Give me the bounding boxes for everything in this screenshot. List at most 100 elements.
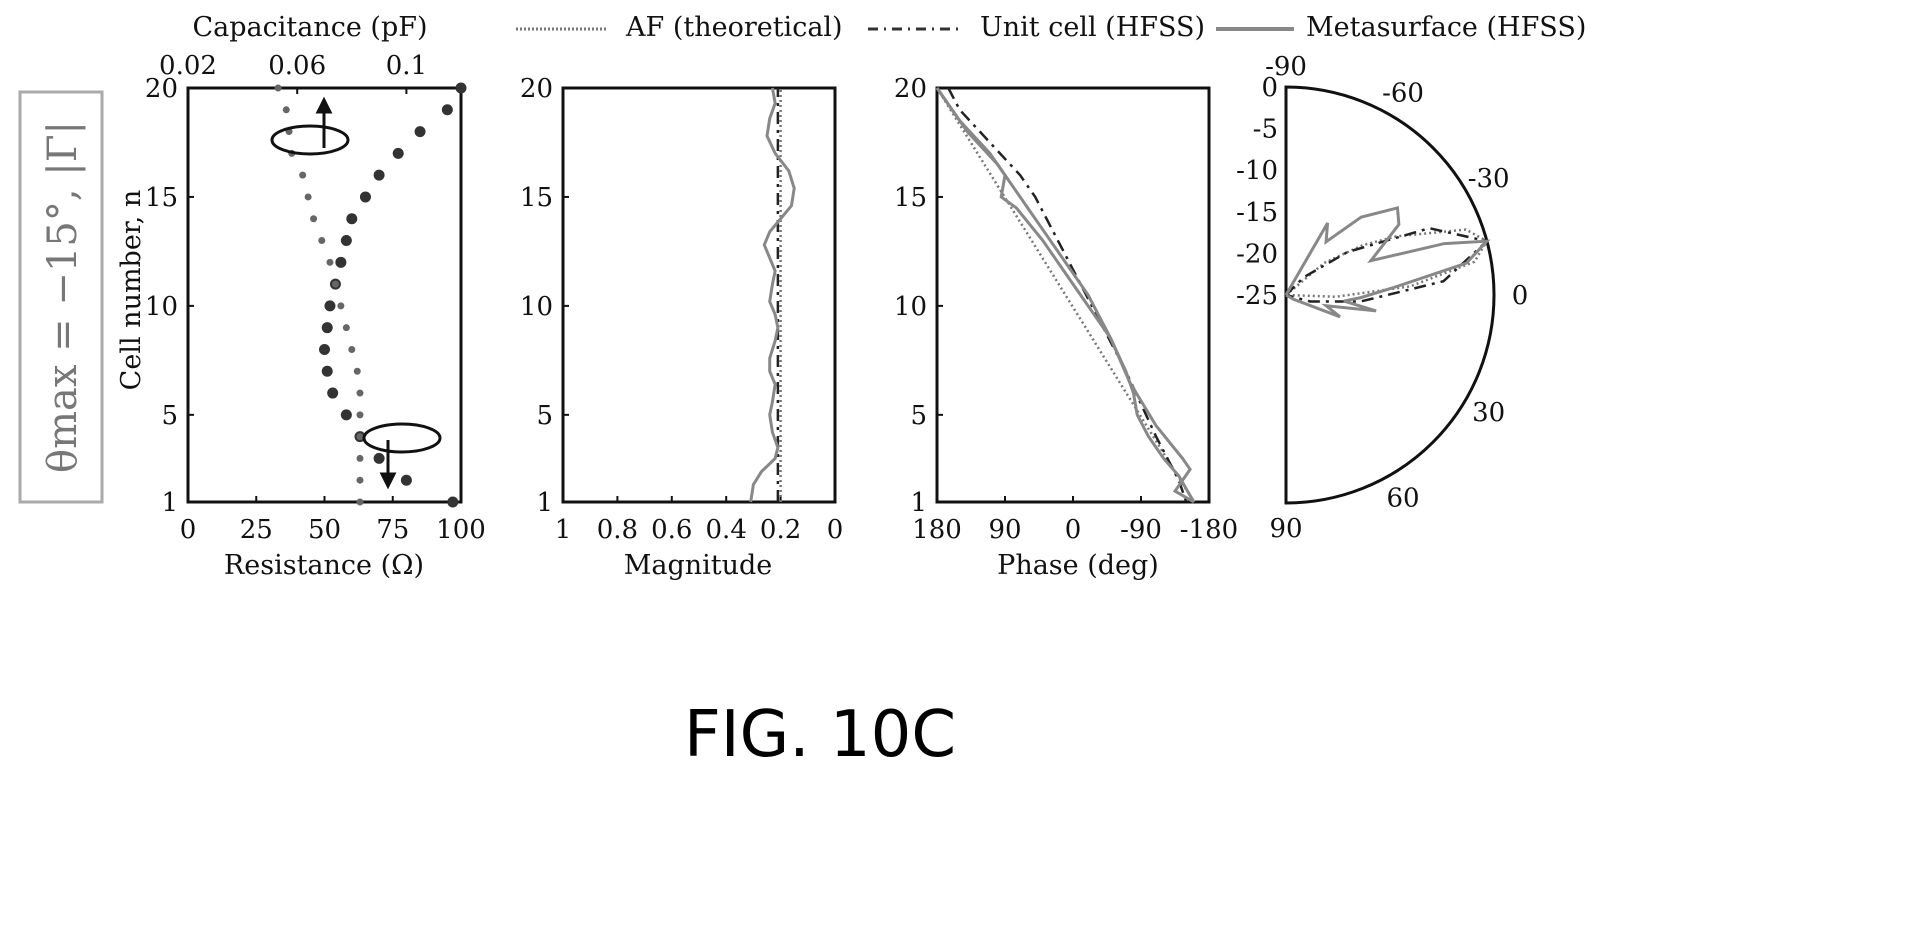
- figure-caption: FIG. 10C: [684, 698, 956, 772]
- y-tick-label: 15: [894, 183, 927, 213]
- resistance-point: [348, 345, 356, 353]
- series-line-solid: [1284, 206, 1491, 319]
- capacitance-point: [359, 191, 371, 203]
- legend-label-meta: Metasurface (HFSS): [1306, 12, 1586, 43]
- y-tick-label: 15: [520, 183, 553, 213]
- curve-arrow-resistance: [362, 422, 442, 490]
- y-tick-label: 5: [910, 401, 927, 431]
- capacitance-point: [346, 213, 358, 225]
- radial-tick-label: -15: [1236, 198, 1278, 228]
- series-line-dashdot: [947, 87, 1188, 503]
- x-axis-label: Magnitude: [624, 550, 773, 581]
- x2-tick-label: 0.1: [386, 51, 427, 81]
- chart-radiation-pattern: -90 -60 -30 0 30 60 90 0 -5 -10 -15 -20 -25: [1236, 52, 1528, 544]
- angle-tick-label: 0: [1512, 281, 1529, 311]
- capacitance-point: [373, 169, 385, 181]
- y-tick-label: 5: [536, 401, 553, 431]
- y-axis-label: Cell number, n: [116, 190, 147, 391]
- angle-tick-label: 60: [1386, 484, 1419, 514]
- series-line-dotted: [935, 87, 1195, 503]
- x-tick-label: 90: [988, 515, 1021, 545]
- x-tick-label: 0.8: [597, 515, 638, 545]
- x-tick-label: 0.2: [760, 515, 801, 545]
- x-tick-label: -90: [1120, 515, 1162, 545]
- capacitance-point: [373, 452, 385, 464]
- radial-tick-label: -20: [1236, 239, 1278, 269]
- capacitance-point: [340, 409, 352, 421]
- resistance-point: [282, 106, 290, 114]
- x-tick-label: 25: [240, 515, 273, 545]
- resistance-point: [299, 171, 307, 179]
- legend-label-unit: Unit cell (HFSS): [980, 12, 1205, 43]
- side-label: θmax = −15°, |Γ|: [40, 121, 86, 473]
- radial-tick-label: -10: [1236, 156, 1278, 186]
- capacitance-point: [441, 104, 453, 116]
- capacitance-point: [335, 256, 347, 268]
- resistance-point: [326, 258, 334, 266]
- legend: AF (theoretical) Unit cell (HFSS) Metasu…: [516, 12, 1586, 43]
- series-line-solid: [935, 87, 1195, 504]
- resistance-point: [318, 237, 326, 245]
- x-tick-label: 0.4: [706, 515, 747, 545]
- resistance-point: [304, 193, 312, 201]
- plot-frame: [561, 86, 837, 504]
- resistance-point: [274, 84, 282, 92]
- y-tick-label: 10: [894, 292, 927, 322]
- resistance-point: [353, 367, 361, 375]
- resistance-point: [356, 411, 364, 419]
- x-tick-label: 1: [555, 515, 572, 545]
- y-tick-label: 5: [161, 401, 178, 431]
- chart-resistance-capacitance: Capacitance (pF) Resistance (Ω) Cell num…: [116, 12, 486, 581]
- x-tick-label: 0.6: [651, 515, 692, 545]
- x2-tick-label: 0.02: [159, 51, 217, 81]
- resistance-point: [331, 280, 339, 288]
- angle-tick-label: 30: [1472, 398, 1505, 428]
- capacitance-point: [319, 343, 330, 355]
- x2-axis-label: Capacitance (pF): [193, 12, 428, 43]
- y-tick-label: 1: [536, 488, 553, 518]
- capacitance-point: [340, 235, 352, 247]
- capacitance-point: [321, 365, 333, 377]
- angle-tick-label: 90: [1269, 514, 1302, 544]
- x-tick-label: 100: [436, 515, 486, 545]
- capacitance-point: [455, 82, 467, 94]
- resistance-point: [342, 324, 350, 332]
- plot-frame: [186, 86, 463, 504]
- y-tick-label: 15: [145, 183, 178, 213]
- capacitance-point: [327, 387, 339, 399]
- x-tick-label: 0: [827, 515, 844, 545]
- series-line-solid: [749, 87, 796, 503]
- series-line-dotted: [1285, 228, 1489, 298]
- resistance-point: [356, 389, 364, 397]
- y-tick-label: 1: [161, 488, 178, 518]
- capacitance-point: [392, 147, 404, 159]
- radial-tick-label: -5: [1253, 115, 1278, 145]
- capacitance-point: [400, 474, 412, 486]
- series-line-solid: [935, 87, 1196, 503]
- y-tick-label: 10: [520, 292, 553, 322]
- x2-tick-label: 0.06: [268, 51, 326, 81]
- y-tick-label: 10: [145, 292, 178, 322]
- x-axis-label: Resistance (Ω): [224, 550, 424, 581]
- angle-tick-label: -90: [1265, 52, 1307, 82]
- y-tick-label: 20: [520, 74, 553, 104]
- radial-tick-label: 0: [1261, 73, 1278, 103]
- x-axis-label: Phase (deg): [997, 550, 1159, 581]
- curve-arrow-capacitance: [270, 96, 350, 156]
- capacitance-point: [414, 126, 426, 138]
- y-tick-label: 1: [910, 488, 927, 518]
- side-label-box: θmax = −15°, |Γ|: [18, 90, 104, 504]
- legend-label-af: AF (theoretical): [625, 12, 843, 43]
- x-tick-label: 180: [912, 515, 962, 545]
- capacitance-point: [447, 496, 459, 508]
- capacitance-point: [324, 300, 336, 312]
- x-tick-label: 0: [1065, 515, 1082, 545]
- resistance-point: [310, 215, 318, 223]
- resistance-point: [356, 476, 364, 484]
- x-tick-label: 75: [376, 515, 409, 545]
- angle-tick-label: -30: [1468, 164, 1510, 194]
- resistance-point: [356, 454, 364, 462]
